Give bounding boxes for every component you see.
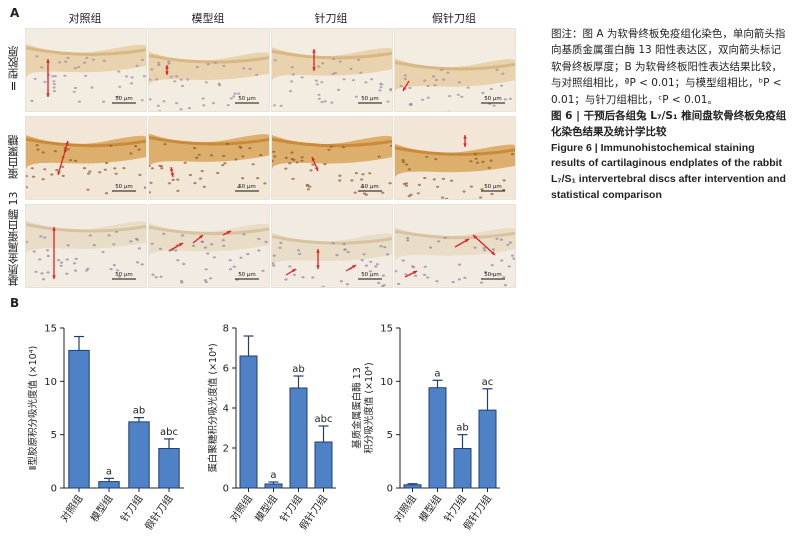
y-tick-label: 15: [44, 324, 57, 335]
histology-tile-r2-c1: 50 μm: [25, 116, 147, 200]
y-tick-label: 5: [51, 430, 57, 441]
histology-tile-r1-c2: 50 μm: [148, 28, 270, 112]
x-tick-label: 对照组: [227, 492, 255, 524]
figure-caption: 图注：图 A 为软骨终板免疫组化染色，单向箭头指向基质金属蛋白酶 13 阳性表达…: [551, 26, 791, 203]
y-axis-label-line: 基质金属蛋白酶 13: [351, 367, 363, 449]
x-tick-label: 模型组: [252, 492, 280, 524]
bar: [128, 421, 150, 489]
significance-label: a: [106, 466, 112, 477]
y-tick-label: 0: [223, 484, 229, 495]
y-tick-label: 4: [223, 404, 229, 415]
bar: [453, 448, 472, 489]
panel-b-label: B: [10, 296, 20, 310]
y-axis-label: 蛋白聚糖积分吸光度值 (×10⁴): [207, 343, 219, 472]
histology-tile-r3-c4: 50 μm: [394, 204, 516, 288]
scale-bar-label: 50 μm: [238, 272, 256, 278]
caption-title-cn: 图 6 | 干预后各组兔 L₇/S₁ 椎间盘软骨终板免疫组化染色结果及统计学比较: [551, 110, 787, 139]
y-axis-label: 基质金属蛋白酶 13 积分吸光度值 (×10⁴): [351, 362, 375, 453]
column-header-model: 模型组: [191, 12, 225, 25]
row-header-proteoglycan: 蛋白聚糖: [7, 135, 20, 179]
x-tick-label: 假针刀组: [142, 492, 176, 532]
histology-tile-r1-c1: 50 μm: [25, 28, 147, 112]
x-tick-label: 针刀组: [277, 492, 305, 524]
significance-label: ac: [482, 377, 494, 388]
x-tick-label: 针刀组: [441, 492, 469, 524]
significance-label: abc: [160, 427, 178, 438]
caption-note: 图注：图 A 为软骨终板免疫组化染色，单向箭头指向基质金属蛋白酶 13 阳性表达…: [551, 28, 786, 106]
scale-bar-label: 50 μm: [484, 184, 502, 190]
row-header-mmp13: 基质金属蛋白酶 13: [7, 191, 20, 287]
column-header-sham: 假针刀组: [432, 12, 476, 25]
y-tick-label: 8: [223, 324, 229, 335]
scale-bar-label: 50 μm: [115, 272, 133, 278]
y-tick-label: 5: [387, 430, 393, 441]
panel-a-label: A: [10, 6, 20, 20]
y-axis-label-line: Ⅱ型胶原积分吸光度值 (×10⁴): [27, 346, 39, 470]
significance-label: ab: [292, 364, 304, 375]
scale-bar-label: 50 μm: [484, 96, 502, 102]
scale-bar-label: 50 μm: [115, 184, 133, 190]
bar-chart-collagen-ii: 0 5 10 15 Ⅱ型胶原积分吸光度值 (×10⁴) 对照组 a 模型组 ab 针刀组 abc 假针…: [27, 324, 184, 532]
bar: [314, 441, 333, 489]
significance-label: a: [270, 470, 276, 481]
histology-tile-r1-c4: 50 μm: [394, 28, 516, 112]
y-tick-label: 0: [51, 484, 57, 495]
histology-tile-r2-c3: 50 μm: [271, 116, 393, 200]
histology-tile-r3-c3: 50 μm: [271, 204, 393, 288]
histology-tile-r1-c3: 50 μm: [271, 28, 393, 112]
y-axis-label-line: 蛋白聚糖积分吸光度值 (×10⁴): [207, 343, 219, 472]
scale-bar-label: 50 μm: [238, 96, 256, 102]
histology-tile-r2-c4: 50 μm: [394, 116, 516, 200]
y-tick-label: 10: [380, 377, 393, 388]
x-tick-label: 模型组: [88, 492, 116, 524]
caption-title-en: Figure 6 | Immunohistochemical staining …: [551, 141, 786, 201]
y-tick-label: 15: [380, 324, 393, 335]
bar: [478, 409, 497, 489]
y-axis-label: Ⅱ型胶原积分吸光度值 (×10⁴): [27, 346, 39, 470]
bar: [98, 481, 120, 489]
scale-bar-label: 50 μm: [361, 272, 379, 278]
scale-bar-label: 50 μm: [361, 184, 379, 190]
histology-tile-r3-c2: 50 μm: [148, 204, 270, 288]
scale-bar-label: 50 μm: [115, 96, 133, 102]
bar: [289, 387, 308, 489]
scale-bar-label: 50 μm: [484, 272, 502, 278]
bar-chart-mmp13: 0 5 10 15 基质金属蛋白酶 13 积分吸光度值 (×10⁴) 对照组 a 模型组 ab 针刀…: [351, 324, 500, 532]
y-axis-label-line: 积分吸光度值 (×10⁴): [363, 362, 375, 453]
x-tick-label: 对照组: [391, 492, 419, 524]
x-tick-label: 模型组: [416, 492, 444, 524]
bar: [158, 448, 180, 489]
significance-label: ab: [133, 406, 145, 417]
bar: [428, 387, 447, 489]
y-tick-label: 0: [387, 484, 393, 495]
y-tick-label: 2: [223, 444, 229, 455]
significance-label: ab: [456, 423, 468, 434]
scale-bar-label: 50 μm: [238, 184, 256, 190]
scale-bar-label: 50 μm: [361, 96, 379, 102]
significance-label: abc: [315, 414, 333, 425]
significance-label: a: [434, 368, 440, 379]
bar: [264, 483, 283, 489]
bar: [403, 484, 422, 489]
x-tick-label: 对照组: [58, 492, 86, 524]
column-header-acupotomy: 针刀组: [314, 12, 348, 25]
bar: [239, 355, 258, 489]
column-header-control: 对照组: [68, 12, 102, 25]
y-tick-label: 6: [223, 364, 229, 375]
histology-tile-r3-c1: 50 μm: [25, 204, 147, 288]
bar: [68, 349, 90, 489]
y-tick-label: 10: [44, 377, 57, 388]
histology-tile-r2-c2: 50 μm: [148, 116, 270, 200]
row-header-collagen-ii: Ⅱ型胶原: [7, 46, 20, 92]
x-tick-label: 针刀组: [118, 492, 146, 524]
